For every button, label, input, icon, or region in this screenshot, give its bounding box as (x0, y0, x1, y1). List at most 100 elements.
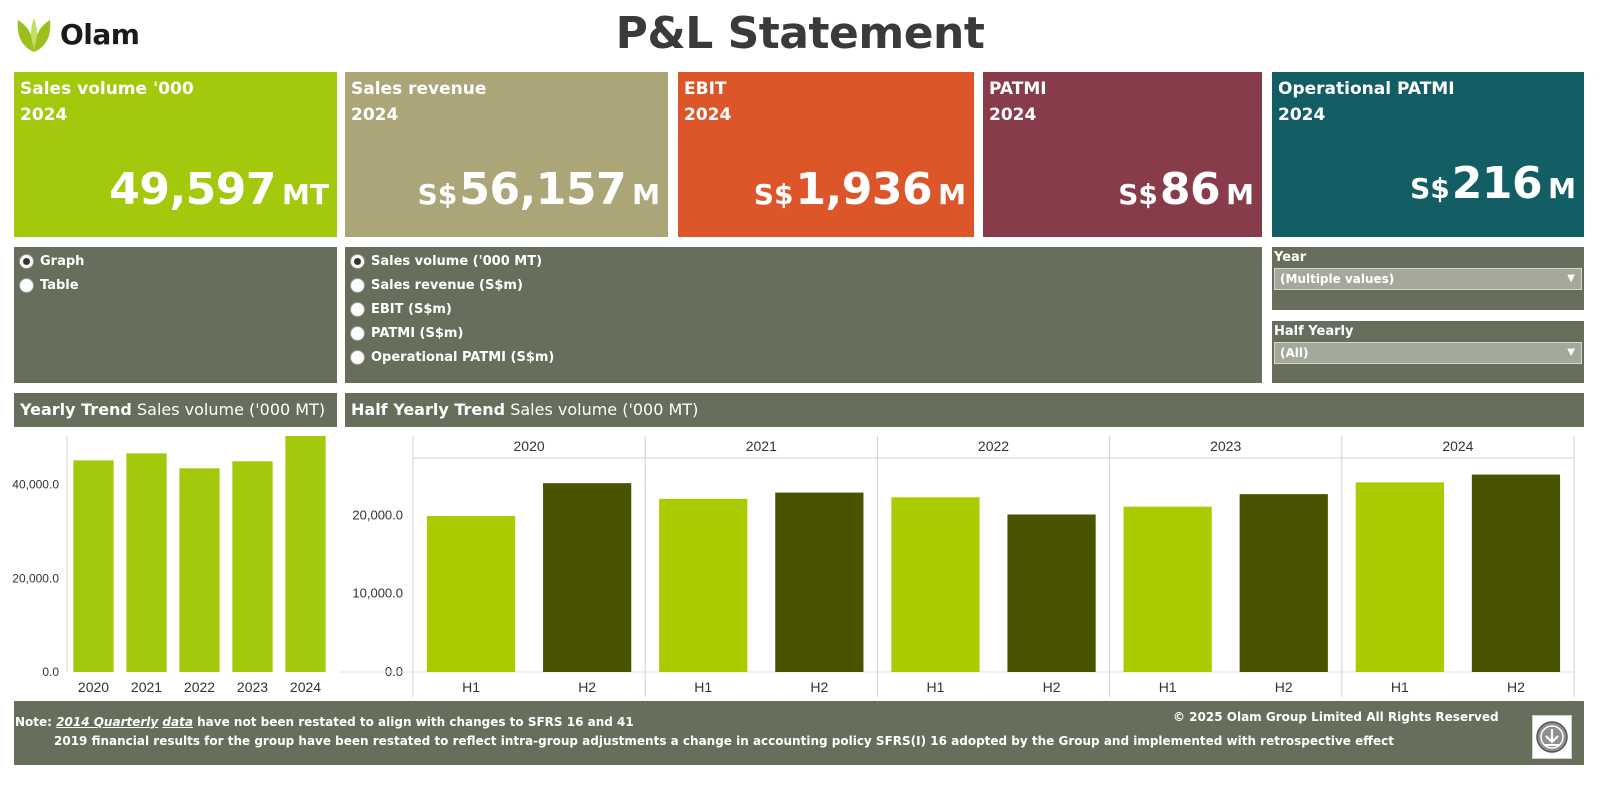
kpi-currency: S$ (1118, 178, 1158, 211)
year-filter-value: (Multiple values) (1280, 272, 1395, 286)
half-yearly-trend-title: Half Yearly Trend (351, 400, 506, 419)
kpi-currency: S$ (753, 178, 794, 211)
bar-2023-H2[interactable] (1239, 494, 1328, 672)
footer-note-line1: Note: 2014 Quarterly data have not been … (15, 715, 634, 729)
download-button[interactable] (1532, 715, 1572, 759)
measure-option-label: Sales volume ('000 MT) (371, 253, 543, 269)
radio-empty-icon[interactable] (350, 325, 365, 341)
bar-2022-H2[interactable] (1007, 514, 1096, 673)
note-text: have not been restated to align with cha… (197, 715, 634, 729)
measure-option-patmi[interactable]: PATMI (S$m) (350, 321, 1257, 345)
y-tick-label: 10,000.0 (352, 586, 403, 601)
kpi-card-operational-patmi[interactable]: Operational PATMI 2024 S$ 216 M (1272, 72, 1584, 237)
kpi-value: 49,597 (109, 164, 277, 215)
x-tick-label: H1 (1391, 679, 1409, 695)
bar-2020-H1[interactable] (426, 516, 516, 672)
x-tick-label: H1 (462, 679, 480, 695)
radio-selected-icon[interactable] (350, 253, 365, 269)
year-filter-dropdown[interactable]: (Multiple values) ▼ (1274, 268, 1582, 290)
x-tick-label: H2 (1507, 679, 1525, 695)
measure-option-operational-patmi[interactable]: Operational PATMI (S$m) (350, 345, 1257, 369)
view-option-table[interactable]: Table (19, 273, 332, 297)
kpi-currency: S$ (417, 178, 458, 211)
footer-note-line2: 2019 financial results for the group hav… (54, 734, 1394, 748)
download-icon (1536, 721, 1568, 753)
kpi-value: 86 (1159, 164, 1221, 215)
x-tick-label: H1 (1159, 679, 1177, 695)
leaf-logo-icon (17, 18, 51, 52)
bar-2020-H2[interactable] (543, 483, 632, 672)
x-tick-label: H2 (810, 679, 828, 695)
x-tick-label: H2 (1043, 679, 1061, 695)
view-toggle-panel: Graph Table (14, 247, 337, 383)
half-yearly-filter-panel: Half Yearly (All) ▼ (1272, 321, 1584, 383)
half-yearly-trend-header: Half Yearly Trend Sales volume ('000 MT) (345, 393, 1584, 427)
measure-option-ebit[interactable]: EBIT (S$m) (350, 297, 1257, 321)
chevron-down-icon[interactable]: ▼ (1567, 347, 1575, 358)
page-title: P&L Statement (615, 8, 985, 59)
kpi-year: 2024 (684, 105, 732, 125)
measure-option-sales-volume[interactable]: Sales volume ('000 MT) (350, 249, 1257, 273)
year-filter-panel: Year (Multiple values) ▼ (1272, 247, 1584, 310)
copyright-text: © 2025 Olam Group Limited All Rights Res… (1173, 710, 1499, 724)
radio-empty-icon[interactable] (350, 301, 365, 317)
bar-2023-H1[interactable] (1123, 506, 1212, 672)
view-option-graph[interactable]: Graph (19, 249, 332, 273)
footer-bar: Note: 2014 Quarterly data have not been … (14, 701, 1584, 765)
olam-logo: Olam (14, 14, 140, 54)
measure-selector-panel: Sales volume ('000 MT) Sales revenue (S$… (345, 247, 1262, 383)
year-pane-label: 2023 (1210, 438, 1241, 454)
y-tick-label: 20,000.0 (12, 571, 59, 585)
y-tick-label: 40,000.0 (12, 478, 59, 492)
bar-year-2024[interactable] (285, 436, 326, 672)
kpi-card-ebit[interactable]: EBIT 2024 S$ 1,936 M (678, 72, 974, 237)
kpi-value: 216 (1451, 158, 1543, 209)
half-yearly-filter-value: (All) (1280, 346, 1309, 360)
kpi-card-sales-revenue[interactable]: Sales revenue 2024 S$ 56,157 M (345, 72, 668, 237)
year-pane-label: 2022 (978, 438, 1009, 454)
kpi-card-patmi[interactable]: PATMI 2024 S$ 86 M (983, 72, 1262, 237)
kpi-year: 2024 (20, 105, 68, 125)
data-link[interactable]: data (162, 715, 193, 729)
radio-empty-icon[interactable] (350, 277, 365, 293)
bar-2024-H2[interactable] (1471, 474, 1561, 672)
bar-year-2021[interactable] (126, 453, 167, 672)
measure-option-label: Sales revenue (S$m) (371, 277, 523, 293)
radio-empty-icon[interactable] (350, 349, 365, 365)
kpi-year: 2024 (351, 105, 399, 125)
kpi-value: 1,936 (795, 164, 933, 215)
half-yearly-trend-measure: Sales volume ('000 MT) (510, 400, 699, 419)
measure-option-label: EBIT (S$m) (371, 301, 452, 317)
kpi-title: Operational PATMI (1278, 79, 1455, 99)
measure-option-label: PATMI (S$m) (371, 325, 464, 341)
radio-selected-icon[interactable] (19, 253, 34, 269)
bar-2021-H2[interactable] (775, 492, 864, 672)
half-yearly-filter-label: Half Yearly (1274, 324, 1354, 339)
view-option-label: Table (40, 277, 79, 293)
y-tick-label: 0.0 (42, 665, 59, 679)
kpi-unit: M (1226, 178, 1254, 211)
x-tick-label: 2023 (237, 679, 268, 695)
brand-name: Olam (60, 17, 140, 51)
y-tick-label: 20,000.0 (352, 507, 403, 522)
kpi-card-sales-volume[interactable]: Sales volume '000 2024 49,597 MT (14, 72, 337, 237)
kpi-unit: M (632, 178, 660, 211)
radio-empty-icon[interactable] (19, 277, 34, 293)
bar-2024-H1[interactable] (1355, 482, 1444, 672)
x-tick-label: H1 (694, 679, 712, 695)
measure-option-sales-revenue[interactable]: Sales revenue (S$m) (350, 273, 1257, 297)
x-tick-label: 2022 (184, 679, 215, 695)
x-tick-label: H1 (926, 679, 944, 695)
bar-year-2023[interactable] (232, 461, 273, 672)
yearly-trend-header: Yearly Trend Sales volume ('000 MT) (14, 393, 337, 427)
half-yearly-filter-dropdown[interactable]: (All) ▼ (1274, 342, 1582, 364)
bar-2021-H1[interactable] (659, 498, 748, 672)
bar-year-2020[interactable] (73, 460, 114, 672)
chevron-down-icon[interactable]: ▼ (1567, 273, 1575, 284)
bar-year-2022[interactable] (179, 468, 220, 672)
x-tick-label: H2 (1275, 679, 1293, 695)
quarterly-data-link[interactable]: 2014 Quarterly (56, 715, 159, 729)
bar-2022-H1[interactable] (891, 497, 980, 672)
year-pane-label: 2020 (514, 438, 545, 454)
